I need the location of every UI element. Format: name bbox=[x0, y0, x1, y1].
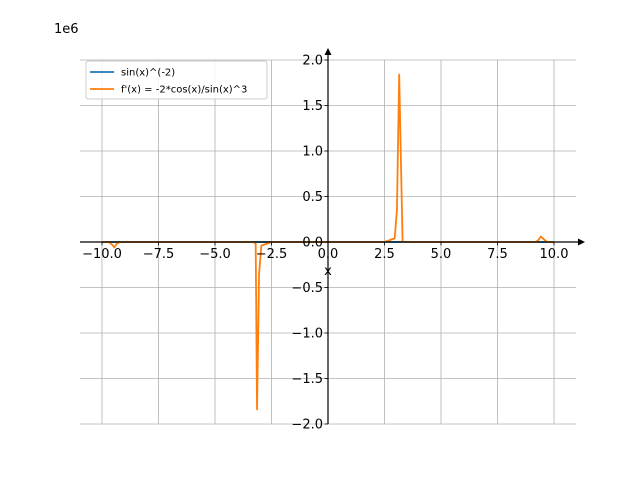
y-tick-label: −0.5 bbox=[291, 281, 323, 296]
x-tick-label: 0.0 bbox=[318, 247, 339, 262]
y-tick-label: 2.0 bbox=[302, 54, 323, 69]
x-tick-label: 10.0 bbox=[540, 247, 569, 262]
y-tick-label: 0.5 bbox=[302, 190, 323, 205]
x-axis-title: x bbox=[324, 264, 332, 279]
x-tick-label: 2.5 bbox=[374, 247, 395, 262]
legend-label-derivative: f'(x) = -2*cos(x)/sin(x)^3 bbox=[121, 85, 247, 96]
legend: sin(x)^(-2) f'(x) = -2*cos(x)/sin(x)^3 bbox=[85, 60, 268, 100]
x-tick-label: −5.0 bbox=[199, 247, 231, 262]
x-axis-arrowhead bbox=[578, 238, 585, 246]
x-tick-label: 5.0 bbox=[431, 247, 452, 262]
axes bbox=[80, 48, 585, 425]
tick-labels: −10.0 −7.5 −5.0 −2.5 0.0 2.5 5.0 7.5 10.0 −2.0 −1.… bbox=[82, 54, 568, 433]
y-tick-label: −1.0 bbox=[291, 327, 323, 342]
y-tick-label: 1.0 bbox=[302, 145, 323, 160]
y-axis-arrowhead bbox=[324, 48, 332, 55]
y-tick-label: 1.5 bbox=[302, 99, 323, 114]
y-tick-label: 0.0 bbox=[302, 236, 323, 251]
legend-box bbox=[85, 60, 268, 100]
y-tick-label: −2.0 bbox=[291, 418, 323, 433]
x-tick-label: −2.5 bbox=[256, 247, 288, 262]
x-tick-label: −10.0 bbox=[82, 247, 122, 262]
y-tick-label: −1.5 bbox=[291, 372, 323, 387]
x-tick-label: −7.5 bbox=[143, 247, 175, 262]
y-scale-label: 1e6 bbox=[54, 22, 79, 37]
legend-label-sin: sin(x)^(-2) bbox=[121, 68, 175, 79]
x-tick-label: 7.5 bbox=[487, 247, 508, 262]
